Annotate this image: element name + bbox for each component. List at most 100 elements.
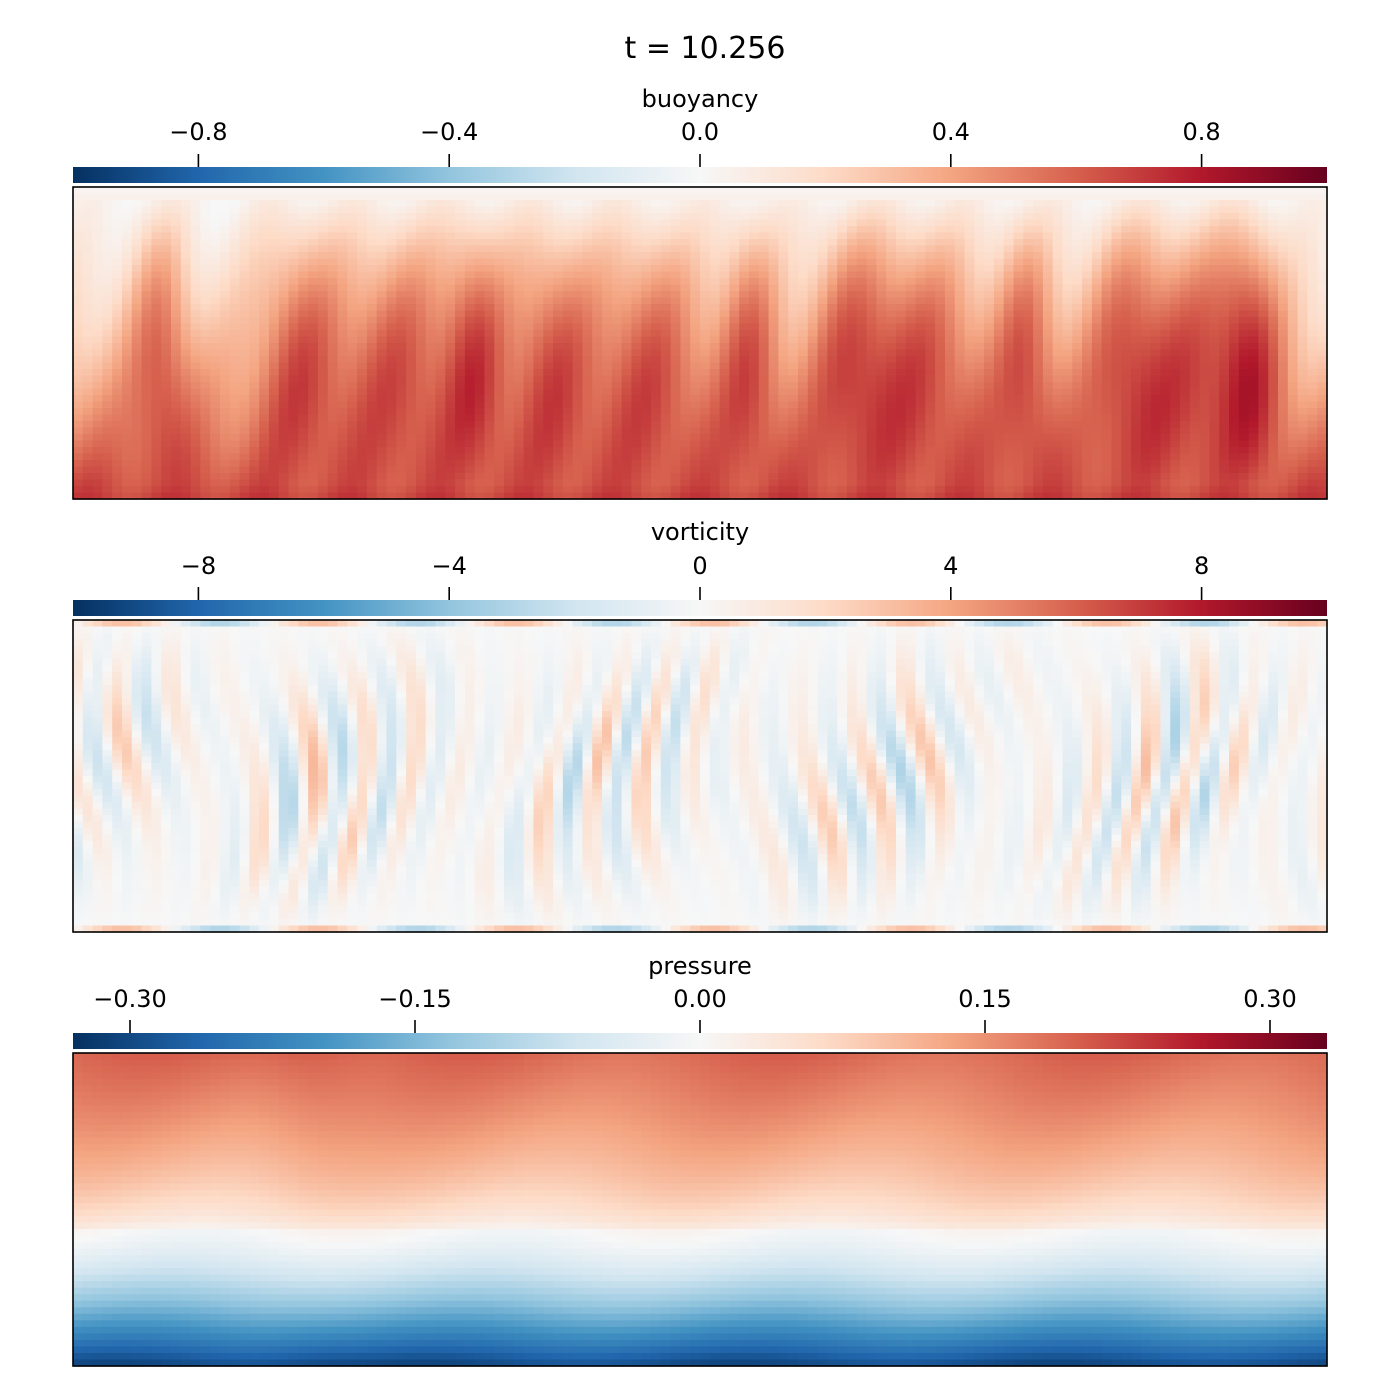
buoyancy-cell	[455, 317, 466, 325]
buoyancy-cell	[817, 388, 828, 396]
buoyancy-cell	[993, 427, 1005, 435]
buoyancy-cell	[435, 226, 446, 234]
buoyancy-cell	[670, 284, 682, 292]
buoyancy-cell	[112, 317, 123, 325]
buoyancy-cell	[513, 284, 525, 292]
buoyancy-cell	[484, 388, 495, 396]
buoyancy-cell	[357, 330, 368, 338]
buoyancy-cell	[474, 252, 486, 260]
buoyancy-cell	[1238, 219, 1250, 227]
buoyancy-cell	[905, 414, 917, 422]
buoyancy-cell	[1268, 252, 1279, 260]
buoyancy-cell	[1180, 434, 1191, 442]
buoyancy-cell	[954, 206, 966, 214]
buoyancy-cell	[298, 271, 309, 279]
buoyancy-cell	[210, 193, 221, 201]
buoyancy-cell	[611, 258, 623, 266]
buoyancy-cell	[758, 427, 770, 435]
buoyancy-cell	[406, 414, 417, 422]
buoyancy-cell	[621, 434, 633, 442]
buoyancy-cell	[768, 193, 779, 201]
buoyancy-cell	[1199, 206, 1211, 214]
buoyancy-cell	[259, 362, 270, 370]
buoyancy-cell	[1219, 369, 1230, 377]
buoyancy-cell	[807, 258, 819, 266]
buoyancy-cell	[1258, 278, 1269, 286]
buoyancy-cell	[602, 200, 613, 208]
buoyancy-cell	[229, 271, 241, 279]
buoyancy-cell	[837, 271, 848, 279]
buoyancy-cell	[435, 434, 446, 442]
buoyancy-cell	[112, 395, 123, 403]
buoyancy-cell	[1170, 271, 1181, 279]
buoyancy-cell	[876, 284, 887, 292]
buoyancy-cell	[1199, 343, 1211, 351]
buoyancy-cell	[141, 382, 152, 390]
buoyancy-cell	[376, 232, 388, 240]
buoyancy-cell	[1072, 323, 1083, 331]
buoyancy-cell	[112, 304, 123, 312]
buoyancy-cell	[1287, 343, 1299, 351]
buoyancy-cell	[357, 258, 368, 266]
buoyancy-cell	[200, 219, 211, 227]
buoyancy-cell	[670, 304, 682, 312]
buoyancy-cell	[1121, 317, 1132, 325]
buoyancy-cell	[1209, 265, 1220, 273]
buoyancy-cell	[170, 414, 182, 422]
buoyancy-cell	[1042, 193, 1054, 201]
buoyancy-cell	[190, 219, 201, 227]
buoyancy-cell	[974, 330, 985, 338]
buoyancy-cell	[239, 388, 250, 396]
buoyancy-cell	[1238, 193, 1250, 201]
buoyancy-cell	[543, 414, 554, 422]
buoyancy-cell	[268, 356, 280, 364]
buoyancy-cell	[895, 258, 907, 266]
buoyancy-cell	[474, 258, 486, 266]
buoyancy-cell	[1091, 226, 1103, 234]
buoyancy-cell	[651, 427, 662, 435]
buoyancy-cell	[435, 193, 446, 201]
buoyancy-cell	[846, 245, 858, 253]
buoyancy-cell	[1082, 317, 1093, 325]
buoyancy-cell	[376, 213, 388, 221]
buoyancy-cell	[670, 271, 682, 279]
buoyancy-cell	[1278, 343, 1289, 351]
buoyancy-cell	[788, 239, 799, 247]
buoyancy-cell	[1268, 401, 1279, 409]
buoyancy-cell	[729, 395, 740, 403]
buoyancy-cell	[337, 193, 348, 201]
buoyancy-cell	[1140, 336, 1152, 344]
buoyancy-cell	[1042, 395, 1054, 403]
buoyancy-cell	[366, 336, 378, 344]
buoyancy-cell	[229, 382, 241, 390]
buoyancy-cell	[1199, 219, 1211, 227]
buoyancy-cell	[210, 297, 221, 305]
buoyancy-cell	[1248, 388, 1260, 396]
buoyancy-cell	[239, 369, 250, 377]
buoyancy-cell	[317, 265, 329, 273]
buoyancy-cell	[827, 291, 838, 299]
buoyancy-cell	[807, 382, 819, 390]
buoyancy-cell	[935, 401, 946, 409]
buoyancy-cell	[572, 317, 584, 325]
buoyancy-cell	[219, 336, 231, 344]
buoyancy-cell	[376, 278, 388, 286]
buoyancy-cell	[553, 252, 564, 260]
buoyancy-cell	[758, 336, 770, 344]
buoyancy-cell	[866, 193, 877, 201]
buoyancy-cell	[1248, 206, 1260, 214]
buoyancy-cell	[778, 382, 789, 390]
buoyancy-cell	[856, 362, 868, 370]
buoyancy-cell	[445, 317, 456, 325]
buoyancy-cell	[641, 382, 652, 390]
buoyancy-cell	[700, 213, 711, 221]
buoyancy-cell	[690, 395, 701, 403]
buoyancy-cell	[200, 291, 211, 299]
buoyancy-cell	[1101, 265, 1113, 273]
buoyancy-cell	[92, 349, 103, 357]
buoyancy-cell	[602, 232, 613, 240]
buoyancy-cell	[778, 252, 789, 260]
buoyancy-cell	[1003, 278, 1015, 286]
buoyancy-cell	[455, 375, 466, 383]
buoyancy-cell	[690, 401, 701, 409]
